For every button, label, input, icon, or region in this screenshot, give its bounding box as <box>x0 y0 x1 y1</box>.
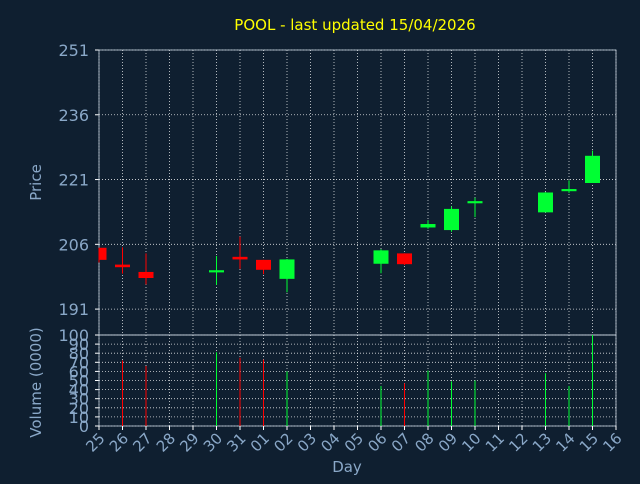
volume-tick-label: 20 <box>69 399 89 418</box>
volume-tick-label: 40 <box>69 381 89 400</box>
x-tick-label: 09 <box>435 429 461 455</box>
volume-tick-label: 50 <box>69 372 89 391</box>
candle-31 <box>232 236 248 269</box>
candle-30 <box>209 255 224 285</box>
x-tick-label: 15 <box>576 429 602 455</box>
x-tick-label: 12 <box>505 429 531 455</box>
volume-tick-label: 80 <box>69 344 89 363</box>
candle-15 <box>585 150 600 183</box>
x-tick-label: 31 <box>223 429 249 455</box>
candle-25 <box>98 247 107 263</box>
candle-10 <box>467 197 483 218</box>
volume-tick-label: 60 <box>69 362 89 381</box>
x-tick-label: 14 <box>552 429 578 455</box>
candle-13 <box>538 192 553 213</box>
candle-06 <box>373 249 389 274</box>
x-tick-label: 11 <box>482 429 508 455</box>
candle-01 <box>256 259 271 275</box>
price-tick-label: 251 <box>58 41 89 60</box>
x-tick-label: 30 <box>200 429 226 455</box>
x-tick-label: 07 <box>388 429 414 455</box>
x-tick-label: 28 <box>153 429 179 455</box>
price-panel: 191 206 221 236 251 <box>58 41 617 426</box>
candle-09 <box>444 206 459 232</box>
volume-axis-label: Volume (0000) <box>27 327 45 437</box>
x-tick-label: 06 <box>364 429 390 455</box>
candle-27 <box>138 253 154 285</box>
price-tick-label: 206 <box>58 235 89 254</box>
candle-body <box>138 271 154 278</box>
x-tick-label: 13 <box>529 429 555 455</box>
candle-body <box>585 155 600 183</box>
x-tick-label: 04 <box>317 429 343 455</box>
x-tick-label: 26 <box>106 429 132 455</box>
volume-tick-label: 100 <box>58 326 89 345</box>
x-tick-label: 08 <box>411 429 437 455</box>
candle-02 <box>279 259 295 293</box>
candle-body <box>420 224 436 228</box>
x-tick-label: 03 <box>294 429 320 455</box>
x-tick-label: 02 <box>270 429 296 455</box>
volume-tick-label: 90 <box>69 335 89 354</box>
candle-body <box>99 247 107 260</box>
volume-tick-label: 0 <box>79 417 89 436</box>
volume-tick-label: 70 <box>69 353 89 372</box>
candle-body <box>538 192 553 213</box>
x-tick-label: 27 <box>129 429 155 455</box>
x-tick-label: 05 <box>341 429 367 455</box>
candle-body <box>232 256 248 260</box>
x-tick-label: 01 <box>247 429 273 455</box>
candle-14 <box>561 180 577 193</box>
candle-body <box>397 253 412 265</box>
x-tick-label: 16 <box>599 429 625 455</box>
x-tick-label: 29 <box>176 429 202 455</box>
candle-body <box>561 189 577 192</box>
price-tick-label: 191 <box>58 300 89 319</box>
candle-body <box>279 259 295 279</box>
candle-26 <box>115 247 130 274</box>
volume-tick-label: 30 <box>69 390 89 409</box>
candle-07 <box>397 253 412 266</box>
x-tick-label: 10 <box>458 429 484 455</box>
price-tick-label: 236 <box>58 106 89 125</box>
candle-body <box>209 270 224 273</box>
candle-08 <box>420 220 436 229</box>
candle-body <box>444 208 459 231</box>
candle-body <box>373 250 389 264</box>
candle-body <box>115 264 130 268</box>
candle-body <box>256 259 271 270</box>
x-axis-ticks: 2526272829303101020304050607080910111213… <box>82 426 626 456</box>
chart-title: POOL - last updated 15/04/2026 <box>234 16 475 34</box>
price-axis-label: Price <box>27 164 45 201</box>
candle-body <box>467 201 483 204</box>
x-axis-label: Day <box>332 458 362 476</box>
price-tick-label: 221 <box>58 171 89 190</box>
volume-tick-label: 10 <box>69 408 89 427</box>
